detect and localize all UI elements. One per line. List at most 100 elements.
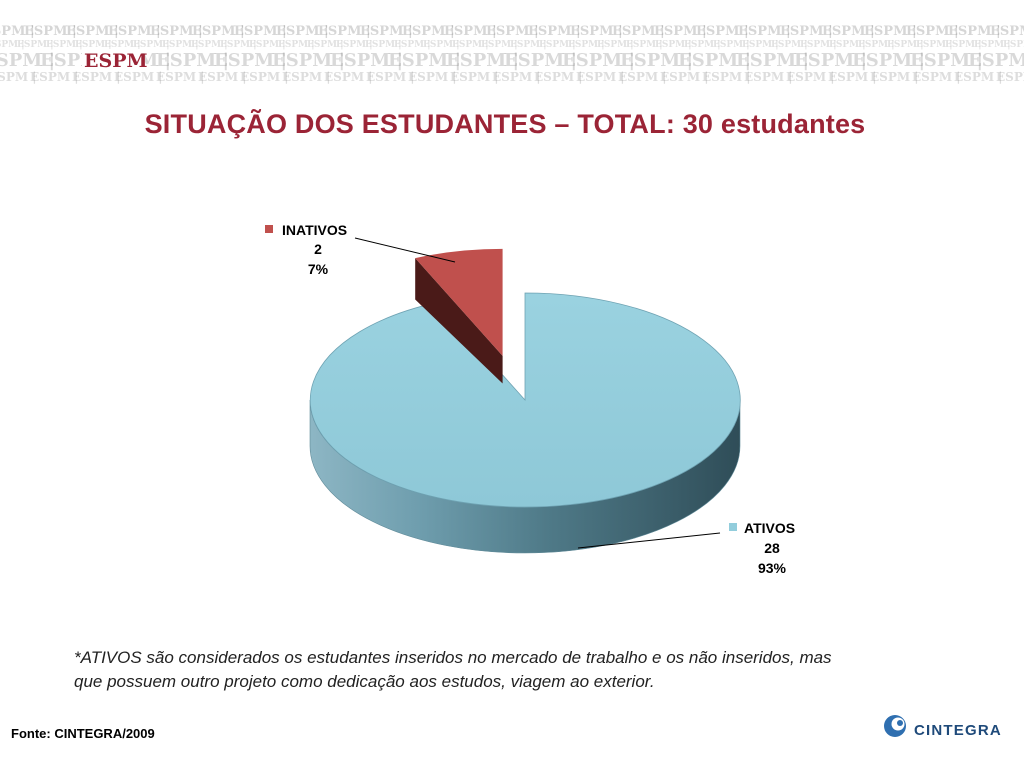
- watermark-word: ESPM |: [72, 70, 121, 84]
- watermark-word: ESPM |: [17, 40, 54, 50]
- footnote: *ATIVOS são considerados os estudantes i…: [74, 646, 964, 694]
- watermark-word: ESPM |: [597, 40, 634, 50]
- espm-watermark-banner: ESPM |ESPM |ESPM |ESPM |ESPM |ESPM |ESPM…: [0, 0, 1024, 96]
- watermark-word: ESPM |: [945, 40, 982, 50]
- watermark-word: ESPM |: [330, 50, 403, 71]
- banner-pattern: ESPM |ESPM |ESPM |ESPM |ESPM |ESPM |ESPM…: [0, 24, 1024, 84]
- slice-ativos: [309, 292, 741, 508]
- watermark-word: ESPM |: [655, 40, 692, 50]
- watermark-word: ESPM |: [684, 40, 721, 50]
- watermark-word: ESPM |: [318, 24, 371, 39]
- watermark-word: ESPM |: [108, 24, 161, 39]
- watermark-word: ESPM |: [771, 40, 808, 50]
- watermark-word: ESPM |: [24, 24, 77, 39]
- watermark-word: ESPM |: [870, 70, 919, 84]
- watermark-word: ESPM |: [114, 70, 163, 84]
- watermark-word: ESPM |: [568, 40, 605, 50]
- watermark-word: ESPM |: [336, 40, 373, 50]
- watermark-word: ESPM |: [618, 70, 667, 84]
- page-title: SITUAÇÃO DOS ESTUDANTES – TOTAL: 30 estu…: [144, 109, 866, 139]
- footnote-line-2: que possuem outro projeto como dedicação…: [74, 672, 655, 691]
- watermark-word: ESPM |: [626, 40, 663, 50]
- watermark-word: ESPM |: [156, 70, 205, 84]
- watermark-word: ESPM |: [576, 70, 625, 84]
- watermark-word: ESPM |: [620, 50, 693, 71]
- label-inativos-percent: 7%: [308, 261, 329, 277]
- watermark-word: ESPM |: [408, 70, 457, 84]
- legend-key-ativos: [729, 523, 737, 531]
- footnote-line-1: *ATIVOS são considerados os estudantes i…: [74, 648, 832, 667]
- watermark-word: ESPM |: [713, 40, 750, 50]
- watermark-word: ESPM |: [539, 40, 576, 50]
- watermark-word: ESPM |: [0, 50, 55, 71]
- watermark-word: ESPM |: [133, 40, 170, 50]
- watermark-word: ESPM |: [828, 70, 877, 84]
- watermark-word: ESPM |: [307, 40, 344, 50]
- watermark-word: ESPM |: [906, 24, 959, 39]
- cintegra-swirl-icon: [884, 715, 906, 737]
- watermark-word: ESPM |: [66, 24, 119, 39]
- watermark-word: ESPM |: [282, 70, 331, 84]
- watermark-word: ESPM |: [852, 50, 925, 71]
- watermark-word: ESPM |: [272, 50, 345, 71]
- watermark-word: ESPM |: [249, 40, 286, 50]
- label-ativos-value: 28: [764, 540, 780, 556]
- watermark-word: ESPM |: [360, 24, 413, 39]
- watermark-word: ESPM |: [365, 40, 402, 50]
- watermark-word: ESPM |: [916, 40, 953, 50]
- watermark-word: ESPM |: [444, 24, 497, 39]
- watermark-word: ESPM |: [858, 40, 895, 50]
- watermark-word: ESPM |: [910, 50, 983, 71]
- watermark-word: ESPM |: [30, 70, 79, 84]
- watermark-word: ESPM |: [786, 70, 835, 84]
- watermark-word: ESPM |: [742, 40, 779, 50]
- source-label: Fonte: CINTEGRA/2009: [11, 726, 155, 741]
- watermark-word: ESPM |: [794, 50, 867, 71]
- watermark-word: ESPM |: [954, 70, 1003, 84]
- watermark-word: ESPM |: [394, 40, 431, 50]
- watermark-word: ESPM |: [534, 70, 583, 84]
- watermark-word: ESPM |: [1003, 40, 1024, 50]
- watermark-word: ESPM |: [366, 70, 415, 84]
- watermark-word: ESPM |: [654, 24, 707, 39]
- slice-inativos-side: [415, 248, 503, 384]
- watermark-word: ESPM |: [324, 70, 373, 84]
- watermark-word: ESPM |: [402, 24, 455, 39]
- logo-text: CINTEGRA: [914, 722, 1002, 739]
- watermark-word: ESPM |: [486, 24, 539, 39]
- watermark-word: ESPM |: [887, 40, 924, 50]
- watermark-word: ESPM |: [234, 24, 287, 39]
- leader-line-inativos: [354, 237, 456, 263]
- watermark-word: ESPM |: [974, 40, 1011, 50]
- watermark-word: ESPM |: [0, 40, 25, 50]
- watermark-word: ESPM |: [822, 24, 875, 39]
- watermark-word: ESPM |: [570, 24, 623, 39]
- watermark-word: ESPM |: [220, 40, 257, 50]
- legend-key-inativos: [265, 225, 273, 233]
- espm-brand: ESPM: [84, 50, 148, 72]
- watermark-word: ESPM |: [240, 70, 289, 84]
- watermark-word: ESPM |: [744, 70, 793, 84]
- label-inativos-value: 2: [314, 241, 322, 257]
- watermark-word: ESPM |: [75, 40, 112, 50]
- watermark-word: ESPM |: [660, 70, 709, 84]
- label-ativos-percent: 93%: [758, 560, 787, 576]
- watermark-word: ESPM |: [696, 24, 749, 39]
- watermark-word: ESPM |: [162, 40, 199, 50]
- watermark-word: ESPM |: [612, 24, 665, 39]
- watermark-word: ESPM |: [214, 50, 287, 71]
- watermark-word: ESPM |: [0, 70, 37, 84]
- watermark-word: ESPM |: [278, 40, 315, 50]
- watermark-word: ESPM |: [738, 24, 791, 39]
- slice-inativos: [415, 248, 503, 356]
- leader-line-ativos: [577, 532, 721, 549]
- watermark-word: ESPM |: [104, 40, 141, 50]
- watermark-word: ESPM |: [192, 24, 245, 39]
- watermark-word: ESPM |: [198, 70, 247, 84]
- watermark-word: ESPM |: [912, 70, 961, 84]
- watermark-word: ESPM |: [510, 40, 547, 50]
- watermark-word: ESPM |: [504, 50, 577, 71]
- watermark-word: ESPM |: [0, 24, 35, 39]
- watermark-word: ESPM |: [446, 50, 519, 71]
